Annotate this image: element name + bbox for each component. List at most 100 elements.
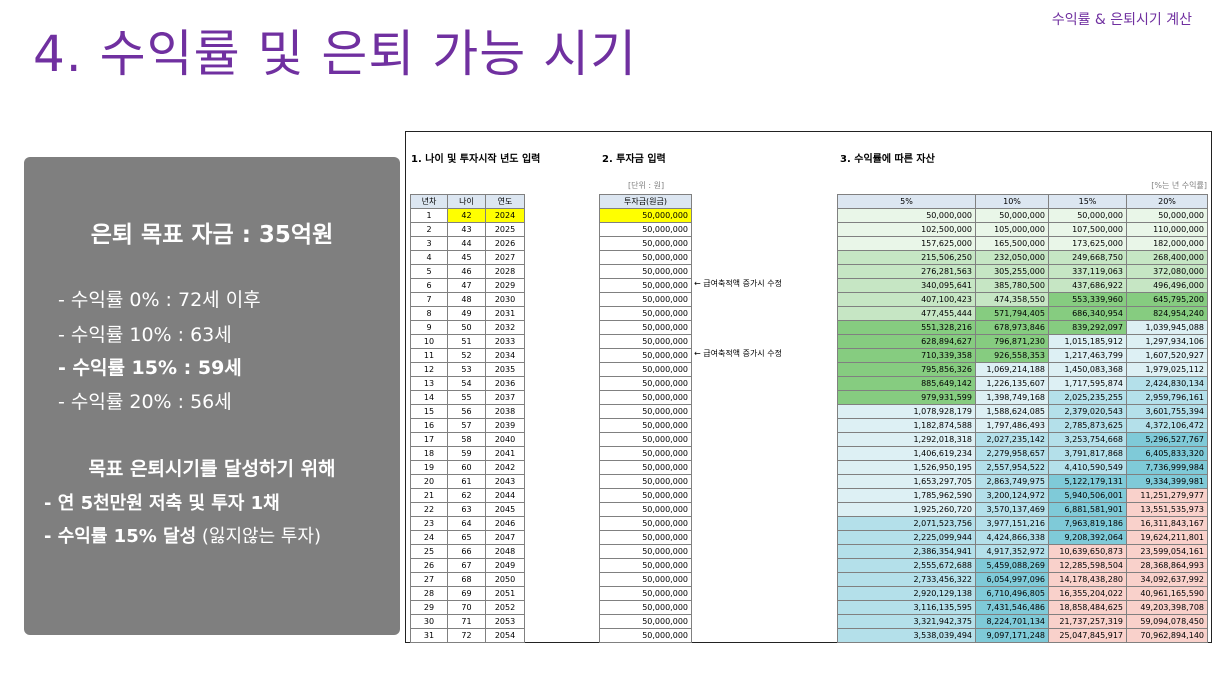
return-cell-rate-20: 110,000,000 [1126, 222, 1208, 237]
return-cell-rate-5: 628,894,627 [837, 334, 976, 349]
return-cell-rate-10: 8,224,701,134 [975, 614, 1049, 629]
section-3-title: 3. 수익률에 따른 자산 [840, 154, 935, 165]
table-row: 50,000,000 [599, 446, 692, 461]
table-row: 477,455,444 571,794,405 686,340,954 824,954… [837, 306, 1208, 321]
table-row: 157,625,000 165,500,000 173,625,000 182,000… [837, 236, 1208, 251]
return-cell-rate-10: 571,794,405 [975, 306, 1049, 321]
table-row: 3,116,135,595 7,431,546,486 18,858,484,625… [837, 600, 1208, 615]
return-cell-rate-10: 1,398,749,168 [975, 390, 1049, 405]
year-no-cell: 17 [410, 432, 448, 447]
investment-cell: 50,000,000 [599, 250, 692, 265]
table-row: 50,000,000 [599, 614, 692, 629]
year-no-cell: 10 [410, 334, 448, 349]
age-cell: 48 [447, 292, 486, 307]
table-row: 17 58 2040 [410, 432, 525, 447]
return-cell-rate-20: 372,080,000 [1126, 264, 1208, 279]
return-cell-rate-5: 1,078,928,179 [837, 404, 976, 419]
table-row: 1,526,950,195 2,557,954,522 4,410,590,549 7… [837, 460, 1208, 475]
return-cell-rate-20: 9,334,399,981 [1126, 474, 1208, 489]
table-row: 28 69 2051 [410, 586, 525, 601]
return-cell-rate-15: 3,253,754,668 [1048, 432, 1127, 447]
year-no-cell: 25 [410, 544, 448, 559]
return-cell-rate-20: 40,961,165,590 [1126, 586, 1208, 601]
table-row: 885,649,142 1,226,135,607 1,717,595,874 2,4… [837, 376, 1208, 391]
return-cell-rate-20: 11,251,279,977 [1126, 488, 1208, 503]
return-cell-rate-20: 182,000,000 [1126, 236, 1208, 251]
age-cell: 54 [447, 376, 486, 391]
table-row: 26 67 2049 [410, 558, 525, 573]
table-row: 50,000,000 [599, 530, 692, 545]
investment-table: 투자금(원금) 50,000,000 50,000,000 50,000,000 50… [599, 194, 692, 643]
investment-cell: 50,000,000 [599, 264, 692, 279]
table-row: 21 62 2044 [410, 488, 525, 503]
year-cell: 2028 [485, 264, 525, 279]
col-header-rate-5: 5% [837, 194, 976, 209]
table-row: 2,386,354,941 4,917,352,972 10,639,650,873… [837, 544, 1208, 559]
return-cell-rate-5: 551,328,216 [837, 320, 976, 335]
table-row: 50,000,000 [599, 236, 692, 251]
return-cell-rate-5: 477,455,444 [837, 306, 976, 321]
return-cell-rate-20: 50,000,000 [1126, 208, 1208, 223]
return-cell-rate-15: 2,785,873,625 [1048, 418, 1127, 433]
age-cell: 67 [447, 558, 486, 573]
year-cell: 2031 [485, 306, 525, 321]
investment-cell: 50,000,000 [599, 530, 692, 545]
return-cell-rate-5: 2,225,099,944 [837, 530, 976, 545]
table-row: 50,000,000 [599, 306, 692, 321]
return-cell-rate-15: 50,000,000 [1048, 208, 1127, 223]
col-header-rate-10: 10% [975, 194, 1049, 209]
return-cell-rate-20: 34,092,637,992 [1126, 572, 1208, 587]
year-cell: 2026 [485, 236, 525, 251]
return-cell-rate-10: 105,000,000 [975, 222, 1049, 237]
table-row: 50,000,000 [599, 250, 692, 265]
return-cell-rate-10: 3,200,124,972 [975, 488, 1049, 503]
year-no-cell: 13 [410, 376, 448, 391]
return-cell-rate-20: 70,962,894,140 [1126, 628, 1208, 643]
year-cell: 2044 [485, 488, 525, 503]
return-cell-rate-10: 165,500,000 [975, 236, 1049, 251]
return-cell-rate-10: 474,358,550 [975, 292, 1049, 307]
section-2-title: 2. 투자금 입력 [602, 154, 666, 165]
return-cell-rate-5: 1,526,950,195 [837, 460, 976, 475]
year-no-cell: 29 [410, 600, 448, 615]
rate-note: [%는 년 수익률] [1151, 181, 1207, 190]
age-table: 년차 나이 연도 1 42 2024 2 43 2025 3 44 2026 4 45 2027 5 46… [410, 194, 525, 643]
year-no-cell: 11 [410, 348, 448, 363]
return-cell-rate-5: 276,281,563 [837, 264, 976, 279]
investment-cell: 50,000,000 [599, 572, 692, 587]
year-cell: 2053 [485, 614, 525, 629]
return-cell-rate-10: 385,780,500 [975, 278, 1049, 293]
table-row: 50,000,000 [599, 222, 692, 237]
return-cell-rate-10: 2,863,749,975 [975, 474, 1049, 489]
table-row: 407,100,423 474,358,550 553,339,960 645,795… [837, 292, 1208, 307]
return-cell-rate-15: 2,025,235,255 [1048, 390, 1127, 405]
goal-line-2: - 수익률 15% 달성 (잃지않는 투자) [44, 522, 321, 548]
return-cell-rate-20: 1,979,025,112 [1126, 362, 1208, 377]
table-row: 23 64 2046 [410, 516, 525, 531]
year-no-cell: 22 [410, 502, 448, 517]
return-cell-rate-20: 2,959,796,161 [1126, 390, 1208, 405]
table-row: 3,538,039,494 9,097,171,248 25,047,845,917… [837, 628, 1208, 643]
return-cell-rate-10: 3,977,151,216 [975, 516, 1049, 531]
return-cell-rate-20: 49,203,398,708 [1126, 600, 1208, 615]
table-row: 27 68 2050 [410, 572, 525, 587]
age-cell: 64 [447, 516, 486, 531]
table-row: 628,894,627 796,871,230 1,015,185,912 1,297… [837, 334, 1208, 349]
investment-cell: 50,000,000 [599, 460, 692, 475]
goal-line-1: - 연 5천만원 저축 및 투자 1채 [44, 493, 280, 514]
return-cell-rate-15: 9,208,392,064 [1048, 530, 1127, 545]
year-no-cell: 20 [410, 474, 448, 489]
table-row: 50,000,000 [599, 572, 692, 587]
return-cell-rate-5: 3,321,942,375 [837, 614, 976, 629]
table-row: 14 55 2037 [410, 390, 525, 405]
table-row: 18 59 2041 [410, 446, 525, 461]
return-cell-rate-15: 1,717,595,874 [1048, 376, 1127, 391]
table-row: 50,000,000 [599, 348, 692, 363]
age-cell: 43 [447, 222, 486, 237]
return-cell-rate-10: 2,279,958,657 [975, 446, 1049, 461]
table-row: 19 60 2042 [410, 460, 525, 475]
investment-cell: 50,000,000 [599, 362, 692, 377]
table-row: 16 57 2039 [410, 418, 525, 433]
return-cell-rate-10: 4,917,352,972 [975, 544, 1049, 559]
investment-cell: 50,000,000 [599, 348, 692, 363]
